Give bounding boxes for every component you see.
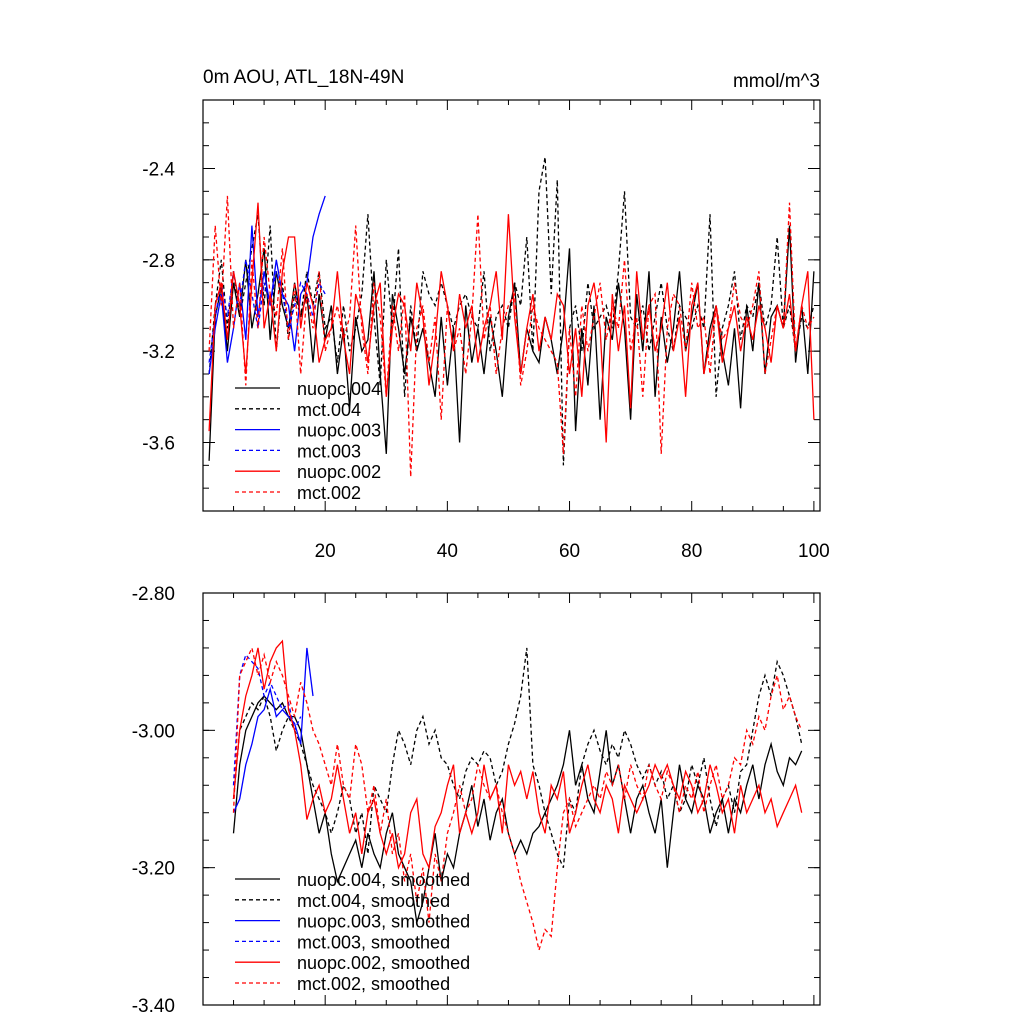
bottom-axes: -2.80 -3.00 -3.20 -3.40 (132, 584, 820, 1017)
top-series-line-1 (208, 156, 815, 466)
bottom-y-tick-label: -3.40 (132, 996, 175, 1017)
bottom-legend-label: nuopc.003, smoothed (297, 912, 470, 932)
top-x-tick-label: 60 (559, 541, 580, 562)
top-chart-units: mmol/m^3 (733, 71, 820, 92)
bottom-series-line-1 (232, 647, 803, 868)
bottom-legend-label: mct.003, smoothed (297, 932, 450, 952)
top-axes: 20 40 60 80 100 -2.4 -2.8 -3.2 -3.6 (142, 99, 830, 562)
top-legend-label: nuopc.003 (297, 421, 381, 441)
top-legend-label: mct.004 (297, 400, 361, 420)
top-x-tick-label: 80 (681, 541, 702, 562)
top-y-tick-label: -2.4 (142, 160, 175, 181)
top-chart-title: 0m AOU, ATL_18N-49N (203, 67, 404, 88)
top-legend-label: nuopc.002 (297, 462, 381, 482)
bottom-legend-label: mct.002, smoothed (297, 974, 450, 994)
top-legend-label: mct.002 (297, 483, 361, 503)
bottom-series-line-0 (232, 695, 803, 923)
top-x-tick-label: 20 (315, 541, 336, 562)
bottom-legend-label: nuopc.004, smoothed (297, 870, 470, 890)
top-series-line-5 (208, 195, 815, 477)
bottom-series-line-4 (232, 639, 803, 871)
bottom-y-tick-label: -3.00 (132, 721, 175, 742)
top-y-tick-label: -3.2 (142, 342, 175, 363)
top-x-tick-label: 100 (798, 541, 830, 562)
bottom-series-line-5 (232, 645, 803, 953)
bottom-panel: -2.80 -3.00 -3.20 -3.40 nuopc.004, smoothed… (132, 584, 821, 1017)
bottom-series-group (232, 639, 803, 953)
top-series-line-2 (208, 195, 326, 375)
bottom-y-tick-label: -2.80 (132, 584, 175, 605)
top-legend: nuopc.004mct.004nuopc.003mct.003nuopc.00… (235, 379, 381, 503)
top-y-tick-label: -3.6 (142, 434, 175, 455)
top-panel: 0m AOU, ATL_18N-49N mmol/m^3 20 40 60 80 100… (142, 67, 829, 562)
bottom-plot-frame (202, 592, 821, 1006)
top-series-group (208, 156, 815, 477)
top-legend-label: mct.003 (297, 441, 361, 461)
bottom-y-tick-label: -3.20 (132, 859, 175, 880)
bottom-legend-label: mct.004, smoothed (297, 891, 450, 911)
bottom-legend-label: nuopc.002, smoothed (297, 953, 470, 973)
top-series-line-4 (208, 202, 815, 443)
bottom-series-line-3 (232, 653, 302, 786)
top-legend-label: nuopc.004 (297, 379, 381, 399)
top-y-tick-label: -2.8 (142, 251, 175, 272)
top-x-tick-label: 40 (437, 541, 458, 562)
bottom-series-line-2 (232, 647, 314, 813)
